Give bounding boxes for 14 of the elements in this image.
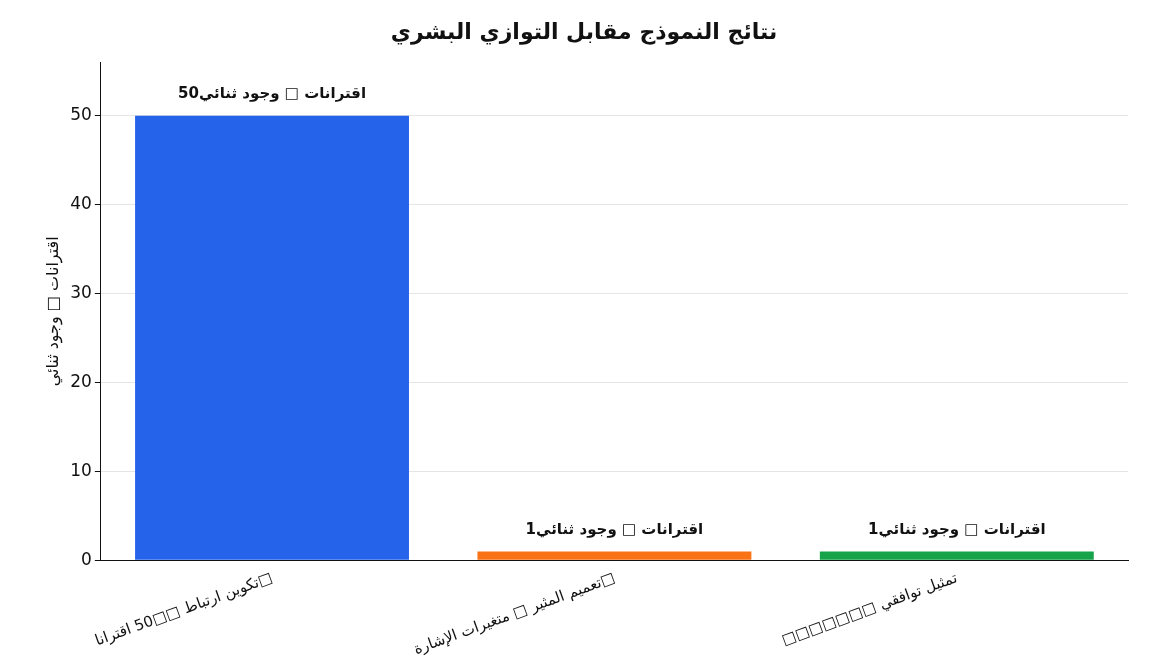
y-tick-label: 0	[81, 548, 92, 569]
data-label: اقترانات □ وجود ثنائي1	[525, 519, 704, 538]
y-axis-title: اقترانات □ وجود ثنائي	[42, 236, 63, 387]
x-tick-label: تعميم المثير □ متغيرات الإشارة□	[411, 568, 618, 658]
data-label: اقترانات □ وجود ثنائي50	[178, 84, 367, 103]
y-tick-label: 30	[70, 282, 92, 303]
data-label: اقترانات □ وجود ثنائي1	[868, 519, 1046, 538]
x-tick-label: تكوين ارتباط □□50 اقترانا□	[92, 568, 275, 650]
x-tick-label: □□□□□□□ تمثيل توافقي	[779, 568, 960, 650]
chart-title: نتائج النموذج مقابل التوازي البشري	[390, 18, 778, 45]
y-tick-label: 40	[70, 193, 92, 214]
y-tick-label: 50	[70, 104, 92, 125]
y-tick-label: 10	[70, 459, 92, 480]
y-tick-label: 20	[70, 370, 92, 391]
